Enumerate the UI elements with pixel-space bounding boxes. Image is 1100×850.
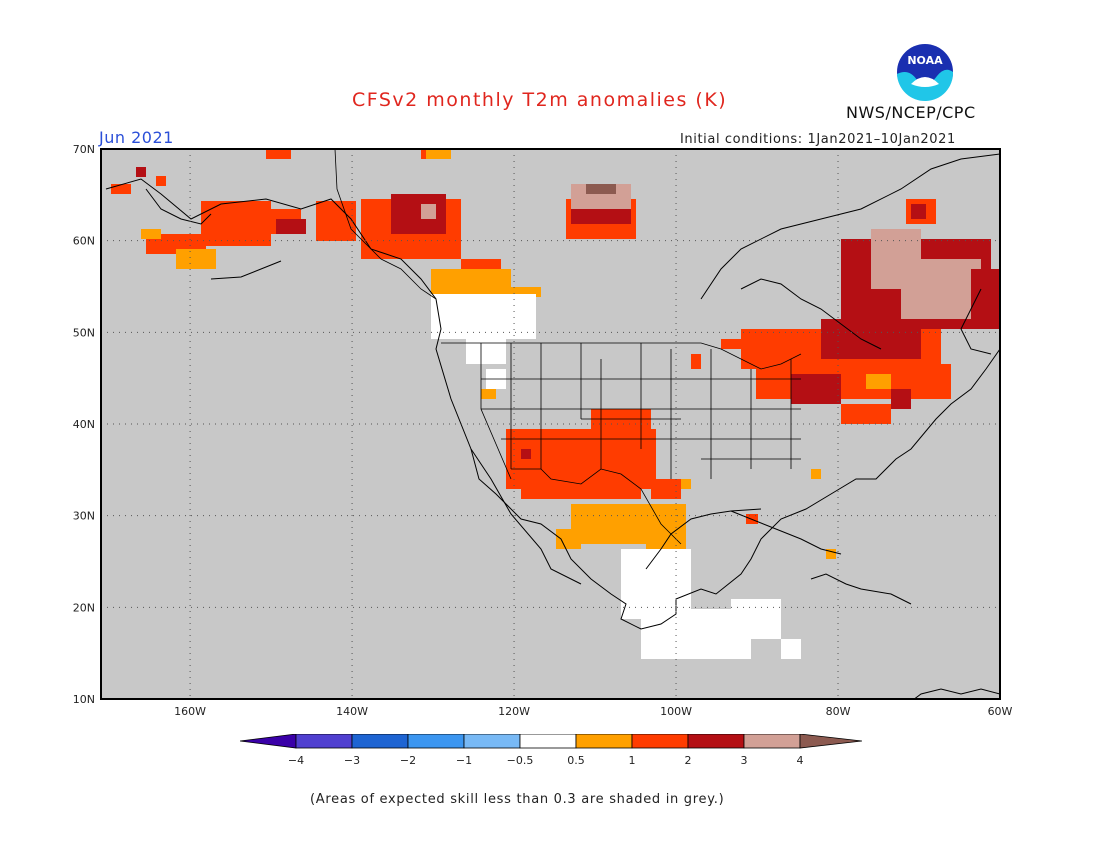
lat-tick-label: 10N — [73, 693, 95, 706]
lat-tick-label: 40N — [73, 418, 95, 431]
lon-tick-label: 120W — [498, 705, 530, 718]
anomaly-cell — [756, 364, 951, 399]
colorbar-label: −1 — [456, 754, 472, 767]
anomaly-cell — [431, 294, 536, 339]
anomaly-cell — [811, 469, 821, 479]
colorbar-label: 4 — [797, 754, 804, 767]
colorbar-segment — [687, 734, 745, 749]
anomaly-cell — [111, 184, 131, 194]
anomaly-cell — [651, 479, 681, 499]
anomaly-cell — [421, 204, 436, 219]
colorbar-label: 1 — [629, 754, 636, 767]
chart-title: CFSv2 monthly T2m anomalies (K) — [352, 89, 728, 111]
anomaly-cell — [266, 149, 291, 159]
anomaly-cell — [731, 599, 781, 639]
lon-tick-label: 60W — [988, 705, 1013, 718]
noaa-logo: NOAA — [895, 42, 955, 102]
colorbar-segment — [631, 734, 689, 749]
anomaly-cell — [521, 479, 641, 499]
colorbar-segment — [463, 734, 521, 749]
noaa-logo-text: NOAA — [907, 54, 943, 67]
anomaly-cell — [176, 249, 216, 269]
anomaly-map — [101, 149, 1000, 699]
anomaly-cell — [826, 549, 836, 559]
colorbar-arrow-low — [240, 734, 297, 749]
colorbar-label: 3 — [741, 754, 748, 767]
colorbar-label: −0.5 — [507, 754, 534, 767]
anomaly-cell — [891, 389, 911, 409]
colorbar-label: −4 — [288, 754, 304, 767]
lat-tick-label: 50N — [73, 326, 95, 339]
anomaly-cell — [501, 287, 541, 297]
anomaly-cell — [691, 354, 701, 369]
anomaly-cell — [681, 479, 691, 489]
colorbar-segment — [519, 734, 577, 749]
anomaly-cell — [481, 389, 496, 399]
anomaly-cell — [276, 219, 306, 234]
map-axes: 70N 60N 50N 40N 30N 20N 10N 160W 140W 120W 100W 80… — [73, 143, 1013, 718]
lat-tick-label: 20N — [73, 601, 95, 614]
lon-tick-label: 100W — [660, 705, 692, 718]
skill-footnote: (Areas of expected skill less than 0.3 a… — [310, 792, 725, 807]
lon-tick-label: 80W — [826, 705, 851, 718]
anomaly-cell — [426, 149, 451, 159]
lat-tick-label: 60N — [73, 235, 95, 248]
colorbar-segment — [743, 734, 801, 749]
lon-tick-label: 160W — [174, 705, 206, 718]
anomaly-cell — [721, 339, 741, 349]
anomaly-cell — [136, 167, 146, 177]
lat-tick-label: 70N — [73, 143, 95, 156]
lat-tick-label: 30N — [73, 510, 95, 523]
anomaly-cell — [556, 529, 581, 549]
colorbar-label: 2 — [685, 754, 692, 767]
anomaly-cell — [841, 404, 891, 424]
map-frame — [100, 148, 1001, 700]
lon-tick-label: 140W — [336, 705, 368, 718]
colorbar-segment — [407, 734, 465, 749]
colorbar-label: −3 — [344, 754, 360, 767]
colorbar-segment — [575, 734, 633, 749]
anomaly-cell — [141, 229, 161, 239]
anomaly-cell — [316, 201, 356, 241]
anomaly-cell — [911, 204, 926, 219]
anomaly-cell — [431, 269, 511, 294]
initial-conditions-label: Initial conditions: 1Jan2021–10Jan2021 — [680, 132, 956, 147]
political-borders — [334, 149, 802, 545]
forecast-month-label: Jun 2021 — [99, 128, 174, 147]
colorbar-segment — [295, 734, 353, 749]
colorbar-label: −2 — [400, 754, 416, 767]
anomaly-cell — [521, 449, 531, 459]
anomaly-cell — [391, 194, 446, 234]
anomaly-cell — [646, 519, 686, 554]
anomaly-cell — [156, 176, 166, 186]
anomaly-cells — [111, 149, 1000, 659]
colorbar: −4 −3 −2 −1 −0.5 0.5 1 2 3 4 — [240, 734, 862, 767]
anomaly-cell — [901, 259, 981, 319]
coastlines — [105, 153, 1000, 699]
colorbar-arrow-high — [799, 734, 862, 749]
colorbar-label: 0.5 — [567, 754, 585, 767]
anomaly-cell — [586, 184, 616, 194]
anomaly-cell — [866, 374, 891, 389]
anomaly-cell — [781, 639, 801, 659]
colorbar-segment — [351, 734, 409, 749]
anomaly-cell — [621, 549, 691, 619]
agency-label: NWS/NCEP/CPC — [846, 103, 976, 122]
